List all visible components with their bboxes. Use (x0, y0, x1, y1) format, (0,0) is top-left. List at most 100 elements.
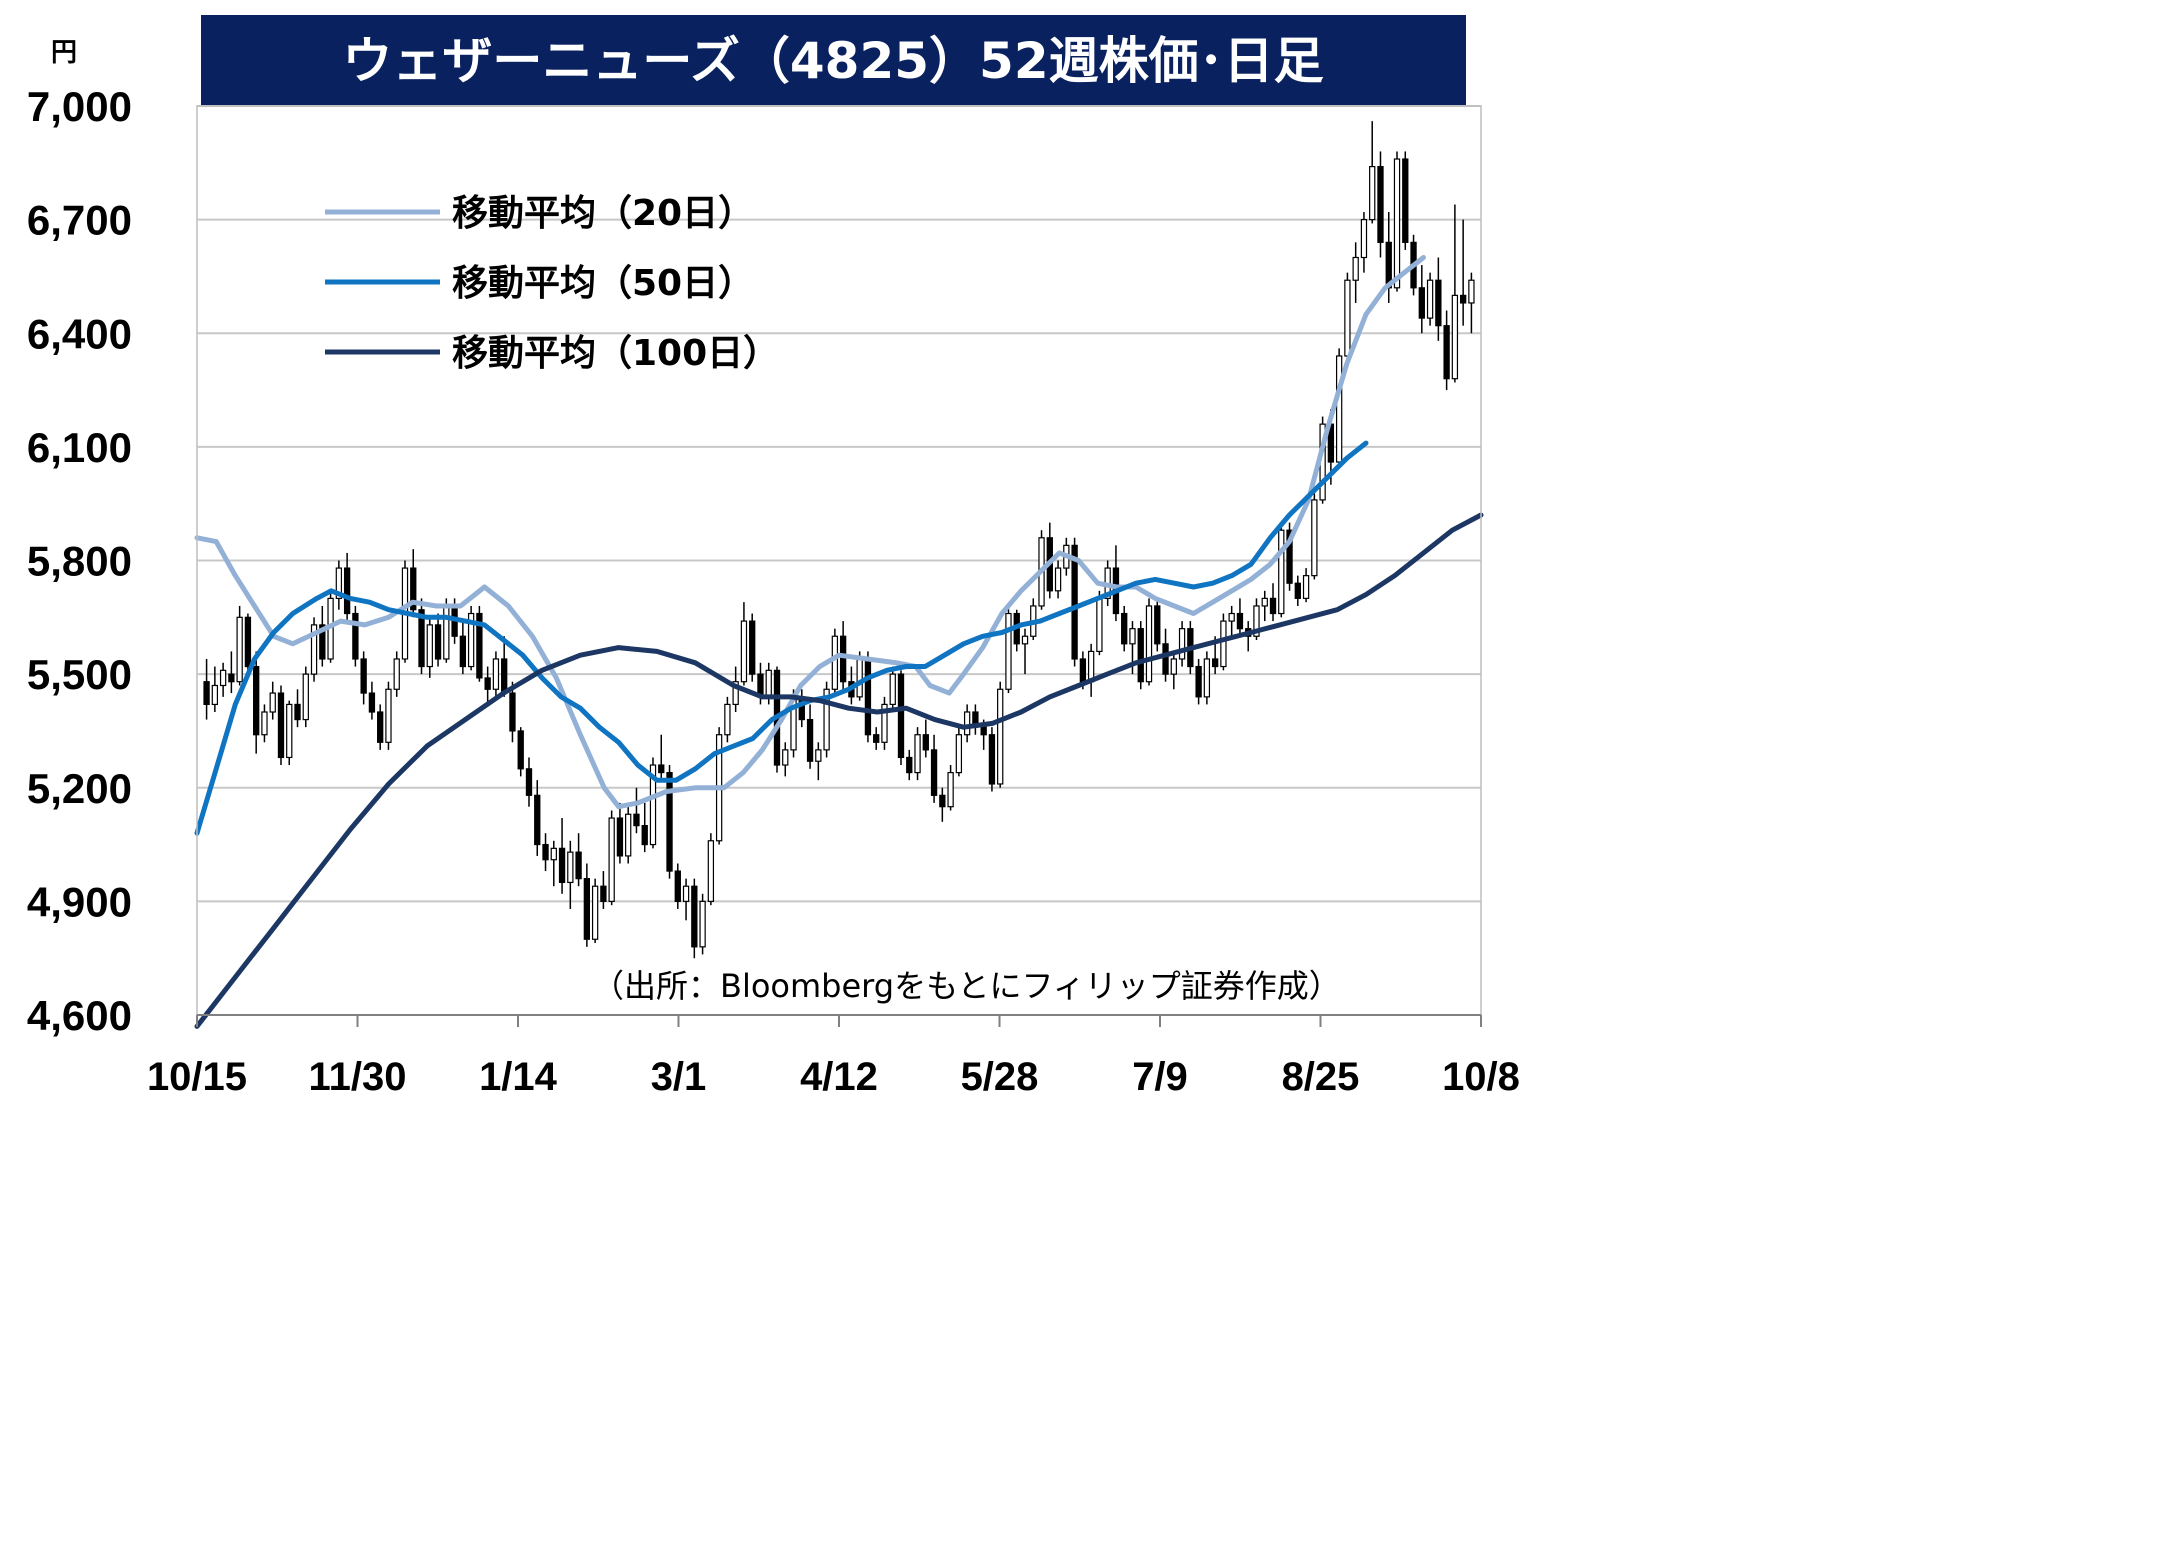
candle-body (914, 734, 921, 774)
candle-body (591, 885, 599, 940)
candle-body (1170, 658, 1177, 675)
candle-body (310, 624, 318, 675)
candle-body (955, 734, 963, 774)
candle-body (476, 612, 483, 679)
y-tick-label: 4,900 (27, 878, 132, 925)
y-axis-unit: 円 (51, 38, 77, 68)
candle-body (1335, 355, 1343, 463)
candle-body (608, 817, 615, 902)
candle-body (732, 681, 739, 706)
candle-body (600, 885, 607, 902)
x-tick-label: 10/15 (147, 1055, 247, 1099)
candle-body (393, 658, 400, 690)
candle-body (856, 658, 863, 698)
title-banner (201, 15, 1466, 105)
candle-body (922, 734, 929, 751)
candle-body (517, 730, 524, 770)
candle-body (244, 616, 252, 668)
candle-body (1121, 612, 1128, 645)
candle-body (707, 840, 715, 902)
candle-body (509, 692, 516, 732)
candle-body (839, 635, 847, 683)
candle-body (377, 711, 384, 743)
source-note: （出所：Bloombergをもとにフィリップ証券作成） (592, 967, 1341, 1005)
candle-body (550, 847, 557, 861)
x-tick-label: 8/25 (1282, 1055, 1360, 1099)
candle-body (782, 749, 789, 766)
candle-body (633, 813, 640, 827)
series-line-ma20 (194, 255, 1426, 810)
legend-label-ma20: 移動平均（20日） (452, 193, 754, 234)
x-tick-label: 3/1 (651, 1055, 707, 1099)
legend: 移動平均（20日） 移動平均（50日） 移動平均（100日） (325, 193, 779, 374)
candle-body (294, 703, 301, 721)
x-tick-label: 7/9 (1132, 1055, 1188, 1099)
candle-body (997, 688, 1004, 785)
candle-body (228, 673, 235, 683)
candle-body (434, 624, 442, 660)
candle-body (963, 711, 971, 736)
candle-body (1054, 567, 1062, 592)
candle-body (343, 567, 351, 615)
candle-body (641, 825, 648, 846)
candle-body (253, 665, 260, 736)
x-tick-label: 5/28 (961, 1055, 1039, 1099)
candle-body (1393, 158, 1401, 289)
candle-body (939, 794, 946, 808)
candle-body (261, 711, 268, 736)
legend-label-ma100: 移動平均（100日） (452, 333, 779, 374)
candle-body (1178, 628, 1186, 660)
candle-body (1145, 605, 1153, 683)
candle-body (988, 734, 996, 785)
candle-body (625, 813, 632, 857)
candle-body (881, 703, 888, 743)
candle-body (1418, 287, 1425, 319)
candle-body (691, 885, 698, 948)
candle-body (1096, 597, 1103, 653)
candle-body (1369, 166, 1376, 221)
y-tick-label: 4,600 (27, 992, 132, 1039)
candle-body (765, 669, 772, 698)
candle-body (1261, 597, 1268, 607)
candle-body (302, 673, 309, 721)
candle-body (1294, 582, 1301, 599)
candle-body (1154, 605, 1161, 645)
x-axis: 10/15 11/30 1/14 3/1 4/12 5/28 7/9 8/25 10/8 (147, 1015, 1520, 1099)
y-tick-label: 5,200 (27, 765, 132, 812)
candle-body (889, 673, 896, 706)
candle-body (426, 624, 433, 668)
candle-body (1269, 597, 1277, 615)
candle-body (1005, 612, 1012, 690)
x-tick-label: 11/30 (309, 1055, 407, 1099)
candle-body (1443, 325, 1450, 380)
candle-body (1079, 658, 1087, 683)
candle-body (1236, 612, 1244, 630)
candle-body (1435, 279, 1442, 327)
candle-body (335, 567, 343, 599)
candle-body (649, 764, 657, 846)
chart-canvas: 7,000 6,700 6,400 6,100 5,800 5,500 5,200 4,900… (27, 15, 1520, 1099)
candle-body (219, 669, 227, 687)
candle-body (1203, 658, 1211, 698)
candle-body (1377, 166, 1384, 243)
candle-body (1220, 620, 1227, 668)
y-tick-label: 5,800 (27, 538, 132, 585)
candle-body (1402, 158, 1409, 243)
candle-body (459, 635, 467, 668)
candle-body (1137, 628, 1144, 683)
candle-body (286, 703, 293, 759)
y-tick-label: 6,100 (27, 424, 132, 471)
candle-body (1278, 529, 1285, 615)
candle-body (368, 692, 376, 713)
candle-body (319, 624, 326, 660)
candle-body (1129, 628, 1136, 645)
candle-body (724, 703, 731, 736)
candle-body (443, 605, 450, 660)
candle-body (873, 734, 880, 743)
candle-body (947, 771, 954, 808)
candle-body (906, 756, 913, 774)
series-line-ma100 (194, 512, 1484, 1029)
candle-body (1195, 665, 1202, 698)
x-tick-label: 4/12 (800, 1055, 878, 1099)
candle-body (674, 870, 681, 902)
